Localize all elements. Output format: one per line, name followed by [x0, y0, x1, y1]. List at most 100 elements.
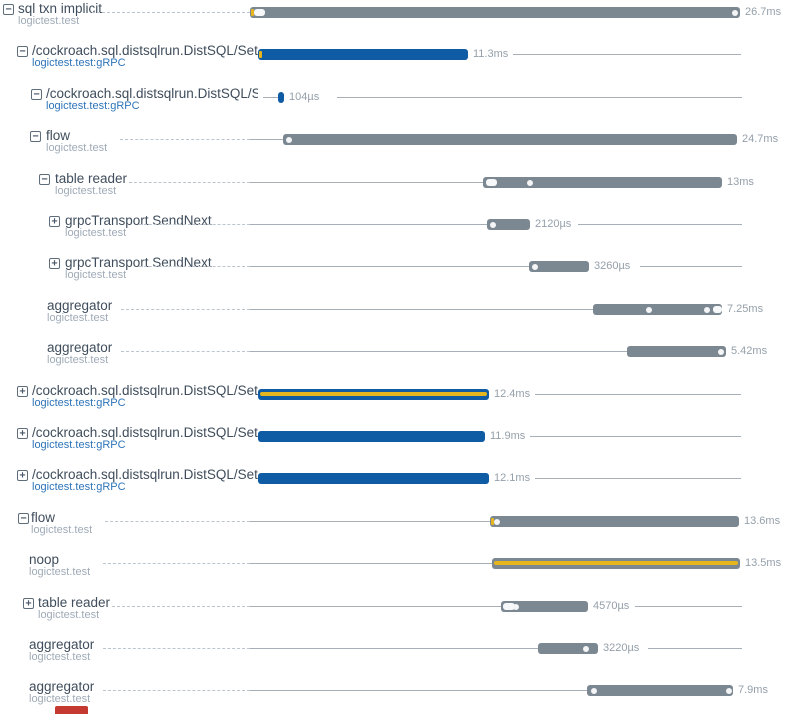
event-dot: [494, 518, 500, 525]
span-bar[interactable]: [593, 304, 722, 315]
span-name[interactable]: aggregator: [47, 340, 113, 355]
span-duration: 13.5ms: [745, 557, 782, 569]
expand-icon[interactable]: +: [23, 598, 34, 609]
leader-dashed-line: [121, 351, 250, 352]
span-bar[interactable]: [258, 431, 485, 442]
span-name[interactable]: aggregator: [29, 679, 95, 694]
trace-row: − table reader logictest.test 13ms: [0, 171, 786, 203]
span-name[interactable]: aggregator: [47, 298, 113, 313]
timeline-line-before: [250, 266, 529, 267]
span-bar[interactable]: [490, 516, 739, 527]
span-bar[interactable]: [258, 49, 468, 60]
event-dot: [286, 136, 292, 143]
collapse-icon[interactable]: −: [3, 4, 14, 15]
span-subtitle: logictest.test: [29, 566, 91, 578]
expand-icon[interactable]: +: [49, 258, 60, 269]
span-name[interactable]: /cockroach.sql.distsqlrun.DistSQL/S: [46, 86, 258, 101]
event-dot: [718, 348, 724, 355]
collapse-icon[interactable]: −: [18, 513, 29, 524]
trace-row: − flow logictest.test 24.7ms: [0, 128, 786, 160]
span-subtitle: logictest.test:gRPC: [32, 439, 126, 451]
span-bar[interactable]: [283, 134, 737, 145]
span-subtitle: logictest.test:gRPC: [32, 397, 126, 409]
span-name[interactable]: aggregator: [29, 637, 95, 652]
collapse-icon[interactable]: −: [31, 89, 42, 100]
span-name[interactable]: /cockroach.sql.distsqlrun.DistSQL/Set: [32, 467, 258, 482]
span-bar[interactable]: [487, 219, 530, 230]
span-bar[interactable]: [278, 92, 284, 103]
trace-row: + table reader logictest.test 4570µs: [0, 595, 786, 627]
span-bar[interactable]: [501, 601, 588, 612]
span-subtitle: logictest.test: [65, 269, 127, 281]
collapse-icon[interactable]: −: [30, 131, 41, 142]
timeline-line-before: [250, 309, 593, 310]
span-duration: 26.7ms: [745, 6, 782, 18]
event-dot: [513, 603, 519, 610]
span-bar[interactable]: [627, 346, 726, 357]
span-name[interactable]: table reader: [38, 595, 111, 610]
span-duration: 7.25ms: [727, 303, 764, 315]
timeline-line-before: [250, 648, 538, 649]
span-subtitle: logictest.test: [29, 693, 91, 705]
leader-dashed-line: [105, 521, 250, 522]
trace-row: aggregator logictest.test 3220µs: [0, 637, 786, 669]
expand-icon[interactable]: +: [17, 386, 28, 397]
span-name[interactable]: noop: [29, 552, 60, 567]
event-pill: [503, 603, 515, 610]
leader-dashed-line: [112, 606, 250, 607]
span-bar[interactable]: [258, 473, 489, 484]
collapse-icon[interactable]: −: [17, 46, 28, 57]
span-bar[interactable]: [258, 389, 489, 400]
span-bar[interactable]: [250, 7, 740, 18]
timeline-line-after: [635, 606, 742, 607]
expand-icon[interactable]: +: [17, 470, 28, 481]
timeline-line-after: [578, 224, 742, 225]
span-name[interactable]: flow: [46, 128, 71, 143]
span-name[interactable]: sql txn implicit: [18, 1, 103, 16]
span-duration: 12.1ms: [494, 472, 531, 484]
span-name[interactable]: table reader: [55, 171, 128, 186]
collapse-icon[interactable]: −: [39, 174, 50, 185]
span-name[interactable]: grpcTransport SendNext: [65, 255, 212, 270]
span-bar[interactable]: [538, 643, 598, 654]
trace-row: noop logictest.test 13.5ms: [0, 552, 786, 584]
leader-dashed-line: [121, 309, 250, 310]
leader-dashed-line: [103, 563, 250, 564]
event-pill: [713, 306, 722, 313]
leader-dashed-line: [92, 12, 250, 13]
timeline-line-after: [530, 436, 741, 437]
event-pill: [254, 9, 265, 16]
span-name[interactable]: /cockroach.sql.distsqlrun.DistSQL/Set: [32, 43, 258, 58]
leader-dashed-line: [139, 224, 250, 225]
span-subtitle: logictest.test: [18, 15, 80, 27]
timeline-line-after: [535, 394, 741, 395]
timeline-line-after: [337, 97, 742, 98]
span-name[interactable]: grpcTransport SendNext: [65, 213, 212, 228]
expand-icon[interactable]: +: [17, 428, 28, 439]
span-duration: 3220µs: [603, 642, 640, 654]
span-name[interactable]: /cockroach.sql.distsqlrun.DistSQL/Set: [32, 383, 258, 398]
span-bar[interactable]: [492, 558, 740, 569]
span-duration: 12.4ms: [494, 388, 531, 400]
timeline-line-after: [640, 266, 742, 267]
span-bar[interactable]: [529, 261, 589, 272]
span-bar[interactable]: [587, 685, 733, 696]
event-dot: [704, 306, 710, 313]
expand-icon[interactable]: +: [49, 216, 60, 227]
timeline-line-before: [250, 606, 501, 607]
span-duration: 13.6ms: [744, 515, 781, 527]
span-name[interactable]: flow: [31, 510, 56, 525]
span-subtitle: logictest.test: [38, 609, 100, 621]
trace-row: aggregator logictest.test 5.42ms: [0, 340, 786, 372]
event-dot: [583, 645, 589, 652]
span-bar[interactable]: [483, 177, 722, 188]
span-subtitle: logictest.test: [29, 651, 91, 663]
span-subtitle: logictest.test: [46, 142, 108, 154]
trace-row: + /cockroach.sql.distsqlrun.DistSQL/Set …: [0, 467, 786, 499]
yellow-stripe: [260, 392, 487, 396]
span-name[interactable]: /cockroach.sql.distsqlrun.DistSQL/Set: [32, 425, 258, 440]
span-subtitle: logictest.test:gRPC: [32, 481, 126, 493]
trace-row: aggregator logictest.test 7.25ms: [0, 298, 786, 330]
event-dot: [646, 306, 652, 313]
span-duration: 3260µs: [594, 260, 631, 272]
